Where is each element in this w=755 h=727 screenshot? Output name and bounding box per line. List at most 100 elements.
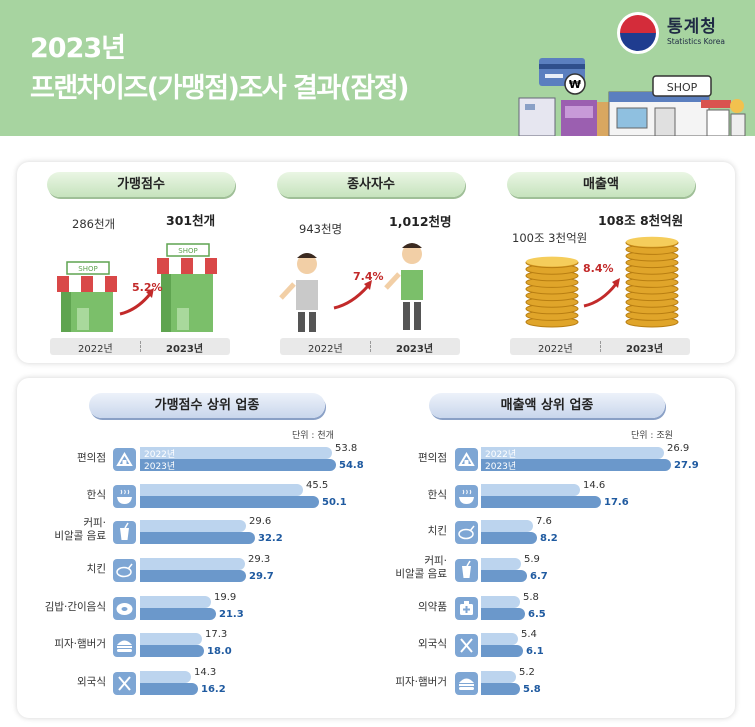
bar-value-label: 18.0 <box>207 646 232 657</box>
svg-text:₩: ₩ <box>569 78 581 91</box>
category-label: 외국식 <box>418 638 447 650</box>
page-title: 프랜차이즈(가맹점)조사 결과(잠정) <box>30 73 410 104</box>
cup-icon <box>120 522 129 540</box>
bar-value-label: 19.9 <box>214 592 237 603</box>
category-label: 외국식 <box>77 676 106 688</box>
metric-title-pill: 매출액 <box>507 172 695 197</box>
bar-value-label: 14.3 <box>194 667 217 678</box>
bar-2022 <box>481 558 521 570</box>
bar-value-label: 6.7 <box>530 571 548 582</box>
value-2022: 100조 3천억원 <box>512 231 588 245</box>
logo-subtitle: Statistics Korea <box>667 37 725 46</box>
shop-sign <box>66 261 110 275</box>
bar-value-label: 45.5 <box>306 480 329 491</box>
category-icon-box <box>455 634 478 657</box>
value-2022: 943천명 <box>299 222 343 236</box>
bar-value-label: 6.5 <box>528 609 546 620</box>
bar-2023 <box>481 645 523 657</box>
bar-value-label: 29.7 <box>249 571 274 582</box>
category-icon-box <box>113 672 136 695</box>
category-icon-box <box>113 521 136 544</box>
bar-2022 <box>140 558 245 570</box>
category-icon-box <box>113 559 136 582</box>
value-2023: 301천개 <box>166 213 216 228</box>
shop-sign-text: SHOP <box>78 265 97 273</box>
category-icon-box <box>113 597 136 620</box>
bar-2022 <box>481 520 533 532</box>
shop-illustration-icon: ₩ SHOP <box>518 58 746 136</box>
bar-2023 <box>140 683 198 695</box>
bar-value-label: 29.6 <box>249 516 272 527</box>
bowl-icon <box>117 489 132 504</box>
bar-2023 <box>140 570 246 582</box>
bar-legend-label: 2023년 <box>485 462 517 472</box>
change-percent: 8.4% <box>583 262 614 275</box>
worker-head <box>297 254 317 274</box>
taegeuk-logo-icon <box>617 12 659 54</box>
cup-icon <box>462 560 471 578</box>
bar-legend-label: 2022년 <box>144 450 176 460</box>
bar-legend-label: 2023년 <box>144 462 176 472</box>
shop-sign-text: SHOP <box>667 81 698 94</box>
bar-2023 <box>140 496 319 508</box>
bar-2022 <box>481 633 518 645</box>
medicine-icon <box>460 601 473 615</box>
bar-value-label: 26.9 <box>667 443 690 454</box>
chicken-icon <box>116 563 133 578</box>
bar-value-label: 54.8 <box>339 460 364 471</box>
category-label: 커피· 비알콜 음료 <box>395 555 447 580</box>
bar-2022 <box>140 633 202 645</box>
bar-value-label: 17.6 <box>604 497 629 508</box>
store-icon: SHOP SHOP <box>57 243 217 332</box>
bar-value-label: 29.3 <box>248 554 271 565</box>
category-icon-box <box>455 485 478 508</box>
year-label-2023: 2023년 <box>166 344 204 355</box>
bar-2022: 2022년 <box>481 447 664 460</box>
unit-label: 단위 : 천개 <box>292 431 334 441</box>
fork-knife-icon <box>460 638 473 653</box>
bar-2022 <box>481 671 516 683</box>
chart-title-pill: 매출액 상위 업종 <box>429 393 665 418</box>
convenience-store-icon <box>458 452 475 466</box>
gimbap-icon <box>116 603 133 615</box>
year-label-2023: 2023년 <box>626 344 664 355</box>
bar-value-label: 50.1 <box>322 497 347 508</box>
bar-value-label: 6.1 <box>526 646 544 657</box>
fork-knife-icon <box>118 676 131 691</box>
bar-value-label: 21.3 <box>219 609 244 620</box>
bar-2022 <box>481 596 520 608</box>
worker-vest <box>401 270 423 300</box>
bar-legend-label: 2022년 <box>485 450 517 460</box>
worker-icon <box>279 243 425 332</box>
ranking-panel <box>17 378 735 718</box>
value-2023: 108조 8천억원 <box>598 213 684 228</box>
category-label: 커피· 비알콜 음료 <box>54 517 106 542</box>
value-2023: 1,012천명 <box>389 214 452 229</box>
category-icon-box <box>455 672 478 695</box>
category-label: 치킨 <box>86 563 106 575</box>
bar-value-label: 5.4 <box>521 629 537 640</box>
bar-value-label: 5.9 <box>524 554 540 565</box>
bar-value-label: 53.8 <box>335 443 358 454</box>
bar-2023 <box>481 532 537 544</box>
category-label: 치킨 <box>427 525 447 537</box>
bar-2023 <box>140 645 204 657</box>
bar-value-label: 27.9 <box>674 460 699 471</box>
category-icon-box <box>113 634 136 657</box>
bar-2023: 2023년 <box>140 459 336 472</box>
year-label-2023: 2023년 <box>396 344 434 355</box>
bar-value-label: 16.2 <box>201 684 226 695</box>
year-axis-bar: 2022년 2023년 <box>50 338 230 355</box>
year-label-2022: 2022년 <box>538 344 573 355</box>
worker-head <box>402 244 422 264</box>
bar-2023 <box>481 496 601 508</box>
increase-arrow-icon <box>583 283 618 308</box>
convenience-store-icon <box>116 452 133 466</box>
value-2022: 286천개 <box>72 217 116 231</box>
change-percent: 7.4% <box>353 270 384 283</box>
increase-arrow-icon <box>119 293 152 316</box>
bar-2023: 2023년 <box>481 459 671 472</box>
bar-2022 <box>140 596 211 608</box>
category-icon-box <box>455 521 478 544</box>
burger-icon <box>117 640 132 652</box>
